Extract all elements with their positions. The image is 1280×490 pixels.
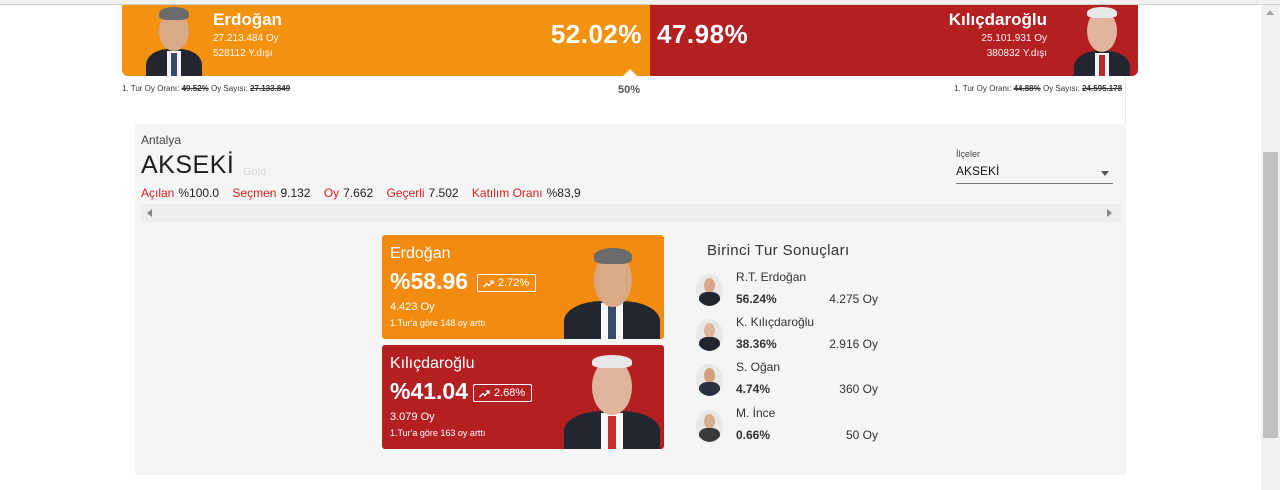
header-left-candidate: Erdoğan 27.213.484 Oy 528112 Y.dışı 52.0… (122, 5, 650, 76)
candidate-percent: 0.66% (736, 428, 771, 442)
left-first-round-info: 1. Tur Oy Oranı: 49.52% Oy Sayısı: 27.13… (122, 84, 291, 93)
list-item: K. Kılıçdaroğlu 38.36% 2.916 Oy (696, 315, 886, 357)
district-stats: Açılan %100.0 Seçmen 9.132 Oy 7.662 Geçerli… (141, 186, 591, 200)
candidate-percent: 4.74% (736, 382, 771, 396)
erdogan-portrait (140, 5, 208, 76)
arrow-up-icon[interactable] (1266, 10, 1274, 15)
card-note: 1.Tur'a göre 163 oy arttı (390, 428, 486, 438)
province-name: Antalya (141, 133, 182, 147)
list-item: M. İnce 0.66% 50 Oy (696, 406, 886, 448)
stat-label: Geçerli (386, 186, 425, 200)
scrollbar-thumb[interactable] (1263, 152, 1278, 438)
first-round-title: Birinci Tur Sonuçları (707, 242, 850, 259)
header-right-abroad: 380832 Y.dışı (986, 48, 1047, 59)
card-name: Erdoğan (390, 245, 451, 262)
stat-label: Oy (323, 186, 340, 200)
candidate-votes: 2.916 Oy (829, 337, 878, 351)
avatar (696, 274, 723, 306)
stat-value: %100.0 (178, 186, 220, 200)
candidate-votes: 4.275 Oy (829, 292, 878, 306)
card-change-badge: 2.72% (477, 274, 537, 292)
candidate-name: M. İnce (736, 406, 776, 420)
district-select-label: İlçeler (956, 149, 981, 159)
avatar (696, 410, 723, 442)
stat-label: Açılan (141, 186, 175, 200)
stat-value: 9.132 (280, 186, 311, 200)
candidate-percent: 38.36% (736, 337, 777, 351)
header-left-votes: 27.213.484 Oy (213, 33, 279, 44)
card-percent: %58.96 (390, 268, 469, 294)
card-votes: 4.423 Oy (390, 301, 435, 313)
candidate-card-erdogan: Erdoğan %58.96 2.72% 4.423 Oy 1.Tur'a gö… (382, 235, 664, 339)
candidate-votes: 360 Oy (839, 382, 878, 396)
header-right-name: Kılıçdaroğlu (948, 10, 1047, 29)
ghost-text: Gold (243, 166, 267, 178)
candidate-name: R.T. Erdoğan (736, 270, 807, 284)
browser-top-edge (0, 0, 1280, 5)
stat-value: 7.502 (428, 186, 459, 200)
stat-value: 7.662 (343, 186, 374, 200)
candidate-name: K. Kılıçdaroğlu (736, 315, 815, 329)
horizontal-scrollbar[interactable] (141, 204, 1121, 222)
card-name: Kılıçdaroğlu (390, 355, 475, 372)
list-item: S. Oğan 4.74% 360 Oy (696, 360, 886, 402)
midpoint-label: 50% (618, 84, 641, 96)
card-note: 1.Tur'a göre 148 oy arttı (390, 318, 486, 328)
candidate-percent: 56.24% (736, 292, 777, 306)
header-right-candidate: 47.98% Kılıçdaroğlu 25.101.931 Oy 380832… (650, 5, 1138, 76)
card-votes: 3.079 Oy (390, 411, 435, 423)
avatar (696, 364, 723, 396)
stat-label: Seçmen (232, 186, 277, 200)
list-item: R.T. Erdoğan 56.24% 4.275 Oy (696, 270, 886, 312)
card-change-badge: 2.68% (473, 384, 533, 402)
trending-up-icon (483, 280, 494, 288)
district-select-value: AKSEKİ (956, 164, 1000, 178)
arrow-right-icon[interactable] (1107, 209, 1112, 217)
header-right-votes: 25.101.931 Oy (981, 33, 1047, 44)
header-right-percent: 47.98% (657, 19, 749, 49)
erdogan-card-portrait (560, 243, 664, 339)
header-left-name: Erdoğan (213, 10, 282, 29)
stat-value: %83,9 (546, 186, 581, 200)
candidate-name: S. Oğan (736, 360, 781, 374)
district-select[interactable]: AKSEKİ (956, 162, 1113, 184)
avatar (696, 319, 723, 351)
header-left-abroad: 528112 Y.dışı (213, 48, 273, 59)
candidate-card-kilicdaroglu: Kılıçdaroğlu %41.04 2.68% 3.079 Oy 1.Tur… (382, 345, 664, 449)
right-first-round-info: 1. Tur Oy Oranı: 44.88% Oy Sayısı: 24.59… (954, 84, 1123, 93)
midpoint-marker (623, 69, 637, 76)
district-name: AKSEKİ (141, 151, 235, 179)
candidate-votes: 50 Oy (845, 428, 878, 442)
chevron-down-icon (1101, 171, 1109, 176)
stat-label: Katılım Oranı (471, 186, 543, 200)
card-percent: %41.04 (390, 378, 469, 404)
arrow-left-icon[interactable] (147, 209, 152, 217)
header-left-percent: 52.02% (550, 19, 642, 49)
trending-up-icon (479, 390, 490, 398)
kilicdaroglu-card-portrait (560, 351, 664, 449)
kilicdaroglu-portrait (1070, 5, 1134, 76)
